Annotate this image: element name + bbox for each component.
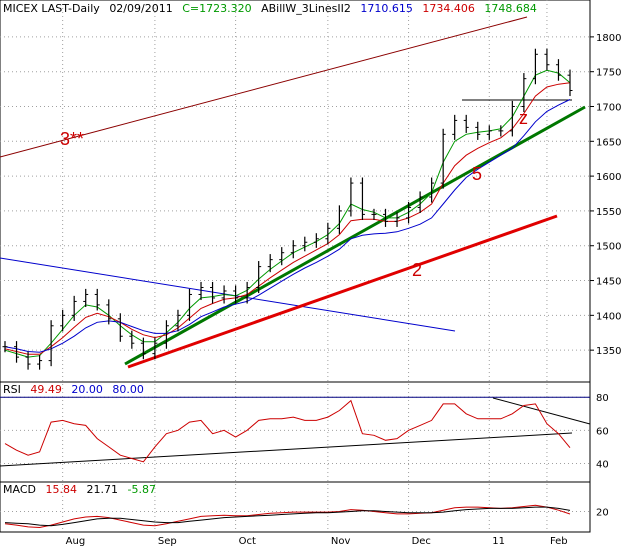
time-axis-label: Dec xyxy=(412,536,431,547)
line-value-2: 1734.406 xyxy=(422,2,475,15)
price-axis-label: 1800 xyxy=(596,33,621,44)
time-axis-label: Sep xyxy=(158,536,177,547)
price-bars-layer xyxy=(2,48,573,370)
time-axis-label: Feb xyxy=(550,536,568,547)
rsi-axis-label: 40 xyxy=(596,459,609,470)
price-axis-label: 1350 xyxy=(596,346,621,357)
macd-value: 15.84 xyxy=(45,483,77,496)
indicator-name: ABillW_3LinesII2 xyxy=(261,2,351,15)
price-axis-label: 1650 xyxy=(596,137,621,148)
rsi-level-low: 20.00 xyxy=(71,383,103,396)
macd-label: MACD xyxy=(3,483,36,496)
grid-layer xyxy=(0,0,594,532)
annotation-z: z xyxy=(519,108,528,128)
time-axis-label: Nov xyxy=(331,536,351,547)
time-axis-label: Oct xyxy=(239,536,256,547)
rsi-support-line xyxy=(0,432,573,467)
rsi-level-high: 80.00 xyxy=(112,383,144,396)
green-support-line-5 xyxy=(124,105,586,366)
line-value-1: 1710.615 xyxy=(360,2,413,15)
annotation-3: 3** xyxy=(60,129,84,149)
price-panel-frame xyxy=(0,0,591,383)
annotation-5: 5 xyxy=(472,164,482,184)
macd-axis-label: 20 xyxy=(596,507,609,518)
time-axis-label: Aug xyxy=(66,536,86,547)
annotation-2: 2 xyxy=(412,260,422,280)
date-label: 02/09/2011 xyxy=(109,2,172,15)
price-axis-label: 1750 xyxy=(596,68,621,79)
price-axis-label: 1600 xyxy=(596,172,621,183)
line-value-3: 1748.684 xyxy=(484,2,537,15)
macd-hist-value: -5.87 xyxy=(127,483,155,496)
series-line-ma_slow xyxy=(4,99,571,353)
price-axis-label: 1500 xyxy=(596,242,621,253)
axis-labels-layer: 1350 1400 1450 1500 1550 1600 1650 1700 1750 1800… xyxy=(66,33,622,547)
macd-series-line xyxy=(4,504,571,529)
time-axis-label: 11 xyxy=(492,536,505,547)
rsi-value: 49.49 xyxy=(30,383,62,396)
svg-text:MACD 15.84 21.71 -: MACD 15.84 21.71 -5.87 xyxy=(3,483,156,496)
price-axis-label: 1400 xyxy=(596,311,621,322)
price-axis-label: 1450 xyxy=(596,277,621,288)
rsi-label: RSI xyxy=(3,383,21,396)
macd-series-line xyxy=(4,506,571,527)
rsi-line xyxy=(4,399,571,463)
series-layer xyxy=(4,69,571,529)
price-axis-label: 1700 xyxy=(596,103,621,114)
macd-signal-value: 21.71 xyxy=(86,483,118,496)
red-support-line-2 xyxy=(127,214,558,369)
close-label: C=1723.320 xyxy=(182,2,251,15)
series-line-ma_mid xyxy=(4,82,571,355)
price-axis-label: 1550 xyxy=(596,207,621,218)
rsi-axis-label: 80 xyxy=(596,393,609,404)
rsi-axis-label: 60 xyxy=(596,426,609,437)
series-line-ma_fast xyxy=(4,69,571,358)
rsi-resistance-line xyxy=(492,397,591,425)
svg-text:MICEX LAST-Daily 02/09/201: MICEX LAST-Daily 02/09/2011 C=1723.320 A… xyxy=(3,2,537,15)
svg-text:RSI 49.49 20.00 80: RSI 49.49 20.00 80.00 xyxy=(3,383,144,396)
trendline-layer xyxy=(0,16,591,467)
symbol-title: MICEX LAST-Daily xyxy=(3,2,100,15)
channel-upper-line xyxy=(0,16,528,158)
